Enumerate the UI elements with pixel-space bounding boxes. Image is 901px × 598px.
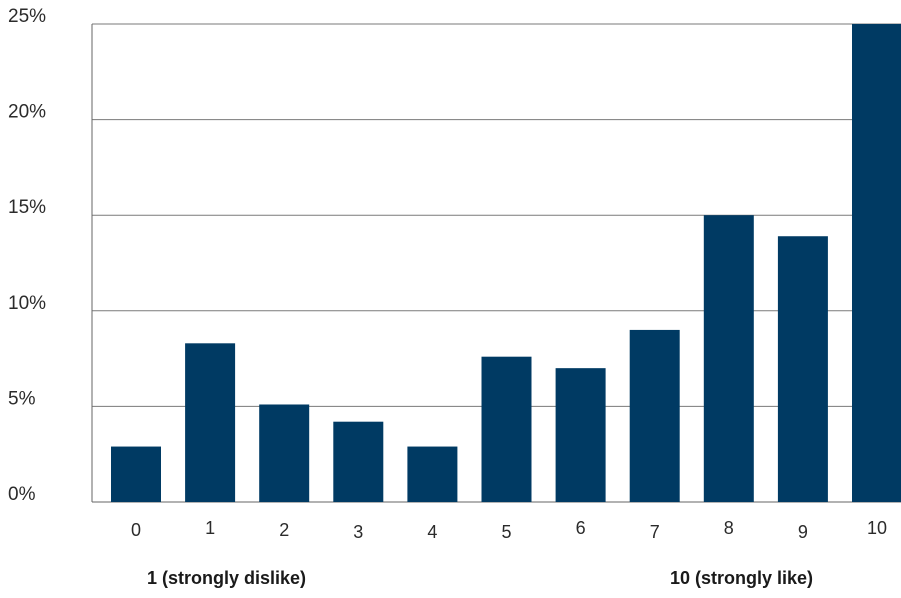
y-tick-label: 15% (8, 197, 46, 218)
bars (111, 24, 901, 502)
annotation-strongly-dislike: 1 (strongly dislike) (147, 568, 306, 588)
x-tick-label: 4 (427, 522, 437, 542)
x-tick-label: 7 (650, 522, 660, 542)
bar-6 (555, 368, 606, 502)
x-tick-label: 9 (798, 522, 808, 542)
y-tick-label: 0% (8, 484, 36, 505)
x-tick-label: 1 (205, 518, 215, 538)
bar-1 (185, 343, 236, 502)
bar-4 (407, 446, 458, 502)
bar-0 (111, 446, 161, 502)
x-tick-label: 2 (279, 520, 289, 540)
bar-5 (481, 356, 532, 502)
x-tick-label: 6 (576, 518, 586, 538)
x-tick-label: 3 (353, 522, 363, 542)
x-tick-label: 5 (501, 522, 511, 542)
bar-9 (777, 236, 828, 502)
x-tick-label: 8 (724, 518, 734, 538)
x-axis-category-labels: 0 1 2 3 4 5 6 7 8 9 10 (131, 518, 887, 542)
bar-2 (259, 404, 310, 502)
annotation-strongly-like: 10 (strongly like) (670, 568, 813, 588)
y-tick-label: 10% (8, 293, 46, 314)
x-tick-label: 10 (867, 518, 887, 538)
y-tick-label: 5% (8, 388, 36, 409)
bar-7 (629, 329, 680, 502)
bar-3 (333, 421, 384, 502)
bar-10 (852, 24, 901, 502)
y-axis-tick-labels: 0% 5% 10% 15% 20% 25% (8, 6, 46, 505)
y-tick-label: 25% (8, 6, 46, 27)
x-tick-label: 0 (131, 520, 141, 540)
y-tick-label: 20% (8, 102, 46, 123)
bar-8 (703, 215, 754, 502)
